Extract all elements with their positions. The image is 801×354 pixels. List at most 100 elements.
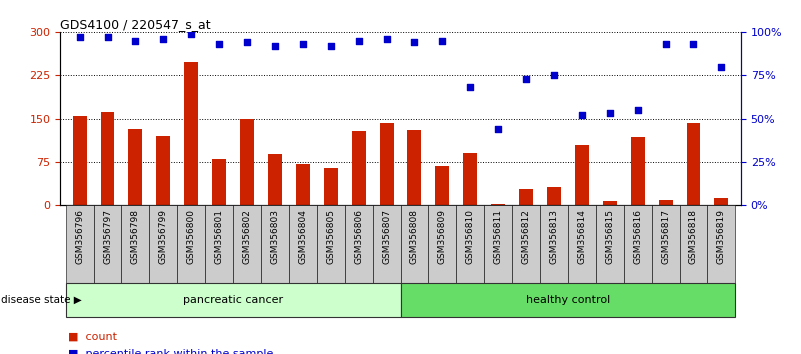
Text: GSM356815: GSM356815 [606, 209, 614, 264]
Bar [372, 205, 400, 283]
Text: pancreatic cancer: pancreatic cancer [183, 295, 283, 305]
Bar [73, 116, 87, 205]
Text: GSM356804: GSM356804 [298, 209, 308, 264]
Bar [519, 189, 533, 205]
Bar [463, 153, 477, 205]
Bar [122, 205, 149, 283]
Bar [261, 205, 289, 283]
Bar [400, 205, 429, 283]
Bar [149, 205, 177, 283]
Bar [568, 205, 596, 283]
Bar [575, 144, 589, 205]
Bar [344, 205, 372, 283]
Point [408, 39, 421, 45]
Bar [184, 62, 198, 205]
Text: GSM356799: GSM356799 [159, 209, 168, 264]
Bar [714, 198, 728, 205]
Text: GSM356806: GSM356806 [354, 209, 363, 264]
Bar [212, 159, 226, 205]
Point [659, 41, 672, 47]
Bar [240, 119, 254, 205]
Text: GSM356801: GSM356801 [215, 209, 223, 264]
Text: ■  percentile rank within the sample: ■ percentile rank within the sample [68, 349, 273, 354]
Point [268, 43, 281, 48]
Point [575, 112, 588, 118]
Text: GSM356796: GSM356796 [75, 209, 84, 264]
Text: GSM356814: GSM356814 [578, 209, 586, 264]
Bar [400, 283, 735, 317]
Bar [603, 201, 617, 205]
Text: GSM356819: GSM356819 [717, 209, 726, 264]
Text: GSM356817: GSM356817 [661, 209, 670, 264]
Text: GSM356810: GSM356810 [465, 209, 475, 264]
Bar [233, 205, 261, 283]
Point [73, 34, 86, 40]
Bar [624, 205, 652, 283]
Point [185, 31, 198, 36]
Text: GSM356805: GSM356805 [326, 209, 336, 264]
Point [157, 36, 170, 42]
Text: disease state ▶: disease state ▶ [1, 295, 82, 305]
Point [631, 107, 644, 113]
Point [520, 76, 533, 81]
Bar [491, 204, 505, 205]
Bar [268, 154, 282, 205]
Bar [177, 205, 205, 283]
Point [492, 126, 505, 132]
Bar [596, 205, 624, 283]
Point [436, 38, 449, 44]
Bar [352, 131, 365, 205]
Bar [128, 129, 143, 205]
Bar [156, 136, 171, 205]
Bar [324, 168, 338, 205]
Bar [436, 166, 449, 205]
Bar [408, 130, 421, 205]
Text: GSM356809: GSM356809 [438, 209, 447, 264]
Bar [512, 205, 540, 283]
Point [101, 34, 114, 40]
Point [213, 41, 226, 47]
Bar [429, 205, 457, 283]
Bar [457, 205, 485, 283]
Point [296, 41, 309, 47]
Bar [205, 205, 233, 283]
Text: GDS4100 / 220547_s_at: GDS4100 / 220547_s_at [60, 18, 211, 31]
Text: GSM356797: GSM356797 [103, 209, 112, 264]
Bar [316, 205, 344, 283]
Bar [66, 283, 400, 317]
Bar [101, 112, 115, 205]
Point [324, 43, 337, 48]
Text: ■  count: ■ count [68, 332, 117, 342]
Bar [652, 205, 679, 283]
Point [548, 73, 561, 78]
Point [240, 39, 253, 45]
Bar [66, 205, 94, 283]
Text: GSM356803: GSM356803 [271, 209, 280, 264]
Point [352, 38, 365, 44]
Point [464, 85, 477, 90]
Bar [296, 164, 310, 205]
Bar [686, 122, 700, 205]
Bar [540, 205, 568, 283]
Bar [485, 205, 512, 283]
Text: GSM356811: GSM356811 [493, 209, 503, 264]
Bar [679, 205, 707, 283]
Text: GSM356808: GSM356808 [410, 209, 419, 264]
Text: GSM356802: GSM356802 [243, 209, 252, 264]
Point [687, 41, 700, 47]
Point [715, 64, 728, 69]
Text: GSM356816: GSM356816 [633, 209, 642, 264]
Point [603, 110, 616, 116]
Point [380, 36, 393, 42]
Bar [630, 137, 645, 205]
Text: GSM356818: GSM356818 [689, 209, 698, 264]
Bar [289, 205, 316, 283]
Text: healthy control: healthy control [525, 295, 610, 305]
Bar [380, 122, 393, 205]
Bar [658, 200, 673, 205]
Bar [94, 205, 122, 283]
Text: GSM356798: GSM356798 [131, 209, 140, 264]
Text: GSM356807: GSM356807 [382, 209, 391, 264]
Bar [547, 187, 561, 205]
Text: GSM356812: GSM356812 [521, 209, 530, 264]
